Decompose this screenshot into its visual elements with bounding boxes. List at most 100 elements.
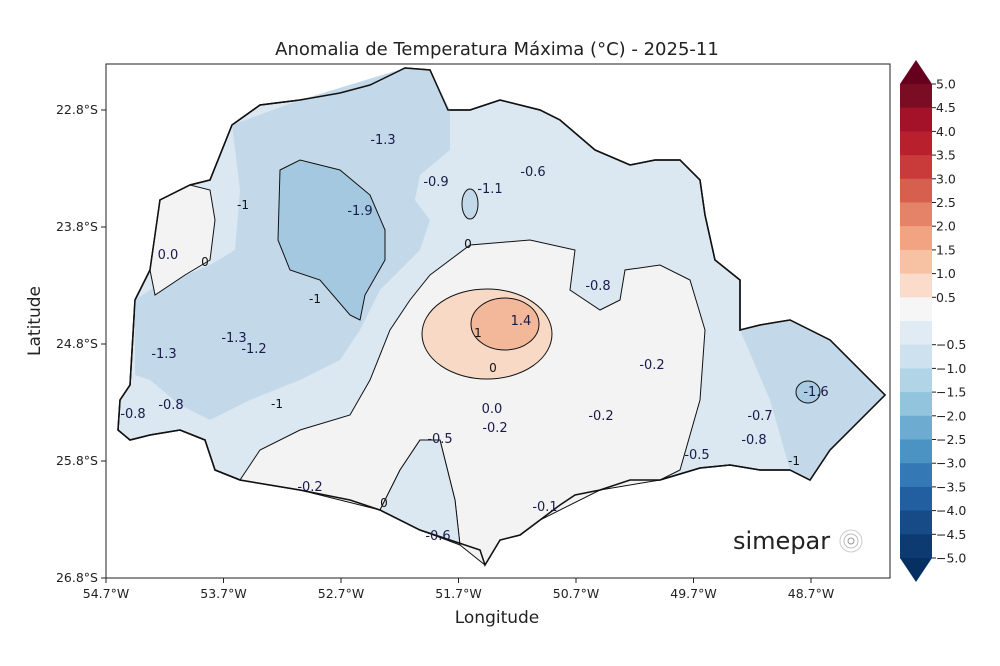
region-minus16-core [795,380,821,404]
colorbar-segment [900,249,932,275]
y-tick-label: 22.8°S [56,102,98,117]
y-tick-label: 24.8°S [56,336,98,351]
contour-line-label: -1 [309,292,321,306]
colorbar-tick-label: 2.5 [936,195,956,210]
colorbar-tick-label: 2.0 [936,219,956,234]
colorbar-segment [900,486,932,512]
contour-label: -1.3 [151,347,176,362]
colorbar-extend-top [900,60,932,84]
contour-label: 0.0 [482,402,503,417]
x-axis-label: Longitude [455,608,540,628]
x-tick-label: 50.7°W [553,586,599,601]
contour-line-label: 1 [474,326,482,340]
logo-text: simepar [733,527,830,555]
colorbar-segment [900,155,932,180]
contour-label: 0.0 [158,248,179,263]
contour-label: -0.8 [741,433,766,448]
colorbar-tick-label: 0.5 [936,290,956,305]
contour-label: -0.2 [588,409,613,424]
contour-label: -0.2 [639,358,664,373]
state-map [117,67,887,567]
colorbar-segment [900,439,932,464]
colorbar-tick-label: −4.5 [936,527,966,542]
region-minus19-core [277,159,386,321]
colorbar-tick-label: 4.0 [936,124,956,139]
colorbar-segment [900,131,932,156]
colorbar-tick-label: −0.5 [936,337,966,352]
contour-label: -0.8 [120,407,145,422]
colorbar-segment [900,368,932,393]
state-border [117,67,887,567]
x-tick-label: 49.7°W [670,586,716,601]
colorbar-segment [900,297,932,322]
contour-line-label: 0 [489,361,497,375]
contour-label: -0.1 [532,500,557,515]
colorbar-extend-bottom [900,558,932,582]
contour-line-label: -1 [271,397,283,411]
colorbar-segment [900,510,932,535]
region-minus11-core [461,188,479,220]
colorbar-tick-label: −3.5 [936,479,966,494]
contour-line-label: -1 [237,198,249,212]
colorbar-segment [900,107,932,132]
contour-label: -1.1 [477,182,502,197]
colorbar-segment [900,178,932,203]
y-tick-label: 23.8°S [56,219,98,234]
colorbar-tick-label: −1.0 [936,361,966,376]
colorbar: 5.0 4.5 4.0 3.5 3.0 2.5 2.0 1.5 1.0 0.5 −0.5 −1.0 −1… [900,60,966,582]
colorbar-segment [900,463,932,488]
contour-label: -0.9 [423,175,448,190]
logo-signal-icon [839,529,863,553]
colorbar-segment [900,202,932,227]
x-axis: 54.7°W 53.7°W 52.7°W 51.7°W 50.7°W 49.7°W 48.7… [83,578,834,628]
contour-label: -0.5 [427,432,452,447]
colorbar-segment [900,415,932,440]
contour-label: -0.2 [482,421,507,436]
x-tick-label: 53.7°W [200,586,246,601]
contour-line-label: 0 [380,496,388,510]
contour-label: -1.3 [221,331,246,346]
contour-label: -0.2 [297,480,322,495]
y-axis: 22.8°S 23.8°S 24.8°S 25.8°S 26.8°S Latitude [25,102,106,585]
colorbar-tick-label: −3.0 [936,456,966,471]
colorbar-tick-label: 1.5 [936,242,956,257]
contour-label: -0.6 [425,529,450,544]
contour-label: -1.2 [241,342,266,357]
y-tick-label: 25.8°S [56,453,98,468]
colorbar-tick-label: 3.0 [936,171,956,186]
contour-label: -0.7 [747,409,772,424]
y-axis-label: Latitude [25,286,45,356]
colorbar-tick-label: 4.5 [936,100,956,115]
contour-label: -1.3 [370,133,395,148]
contour-label: -1.6 [803,385,828,400]
contour-value-labels: -1.3 -0.6 -0.9 -1.1 -1.9 0.0 -0.8 1.4 -1… [120,133,828,544]
colorbar-segment [900,321,932,346]
x-tick-label: 52.7°W [318,586,364,601]
colorbar-segment [900,392,932,417]
colorbar-segment [900,273,932,298]
colorbar-tick-label: 3.5 [936,148,956,163]
map-title: Anomalia de Temperatura Máxima (°C) - 20… [275,39,719,60]
contour-label: -0.6 [520,165,545,180]
contour-line-label: 0 [201,255,209,269]
colorbar-tick-label: −2.0 [936,408,966,423]
colorbar-tick-label: −5.0 [936,551,966,566]
colorbar-tick-label: 5.0 [936,77,956,92]
colorbar-tick-label: −1.5 [936,385,966,400]
y-tick-label: 26.8°S [56,570,98,585]
colorbar-segment [900,534,932,559]
simepar-logo: simepar [733,527,863,555]
logo-signal-icon [843,533,859,549]
colorbar-tick-label: −2.5 [936,432,966,447]
x-tick-label: 54.7°W [83,586,129,601]
x-tick-label: 51.7°W [435,586,481,601]
region-positive-inner [470,297,540,351]
contour-label: -0.8 [158,398,183,413]
contour-line-label: -1 [788,454,800,468]
contour-line-labels: -1 -1 -1 0 0 0 0 1 -1 [201,198,800,510]
plot-frame [105,63,891,579]
colorbar-segment [900,226,932,251]
colorbar-tick-label: −4.0 [936,503,966,518]
